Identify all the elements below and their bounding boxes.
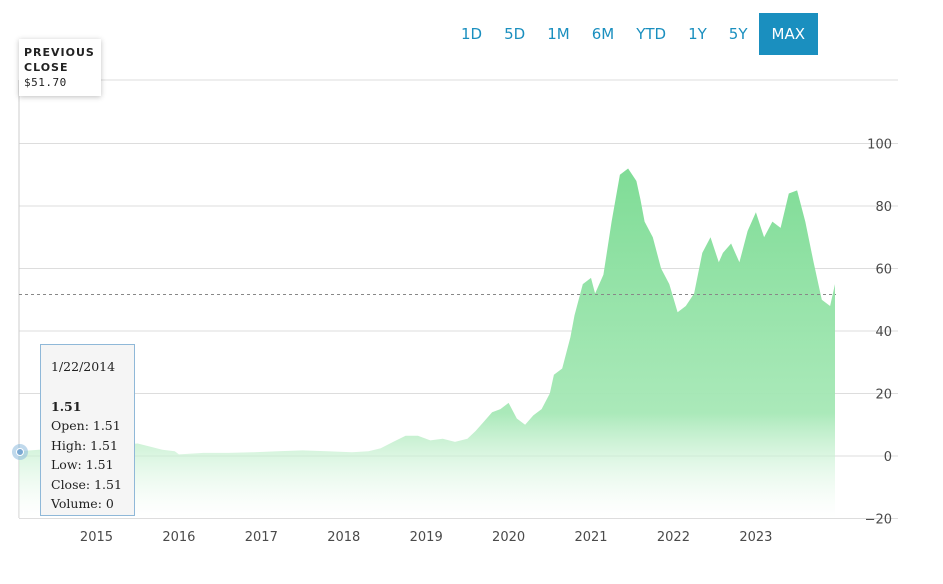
chart-area-layer [19,168,835,518]
x-tick-label: 2020 [492,530,525,545]
y-tick-label: 40 [875,325,892,340]
x-tick-label: 2017 [245,530,278,545]
range-button-6m[interactable]: 6M [591,25,615,43]
x-tick-label: 2021 [574,530,607,545]
y-tick-label: 80 [875,200,892,215]
tooltip-date: 1/22/2014 [51,359,116,374]
tooltip-close: Close: 1.51 [51,476,122,492]
price-area-series [19,168,835,518]
time-range-selector: 1D 5D 1M 6M YTD 1Y 5Y MAX [450,13,818,55]
previous-close-title-1: PREVIOUS [24,46,95,59]
range-button-max[interactable]: MAX [758,13,818,55]
range-button-1y[interactable]: 1Y [688,25,707,43]
range-button-5y[interactable]: 5Y [728,25,748,43]
previous-close-value: $51.70 [24,76,67,89]
y-tick-label: 20 [875,388,892,403]
range-button-1d[interactable]: 1D [461,25,483,43]
tooltip-low: Low: 1.51 [51,457,114,472]
y-tick-label: −20 [865,513,892,528]
x-tick-label: 2016 [162,530,195,545]
range-button-1m[interactable]: 1M [547,25,570,43]
x-tick-label: 2019 [410,530,443,545]
y-tick-label: 0 [884,450,892,465]
x-tick-label: 2023 [739,530,772,545]
x-tick-label: 2018 [327,530,360,545]
x-tick-label: 2015 [80,530,113,545]
tooltip-volume: Volume: 0 [51,496,114,511]
hover-marker-center [16,448,24,456]
tooltip-high: High: 1.51 [51,437,118,453]
x-tick-label: 2022 [657,530,690,545]
y-tick-label: 60 [875,263,892,278]
previous-close-title-2: CLOSE [24,61,69,74]
range-button-5d[interactable]: 5D [504,25,526,43]
y-tick-label: 100 [867,138,892,153]
x-axis-ticks: 2015 2016 2017 2018 2019 2020 2021 2022 2023 [80,530,772,545]
range-button-ytd[interactable]: YTD [636,25,667,43]
tooltip-open: Open: 1.51 [51,418,121,433]
data-tooltip: 1/22/2014 1.51 Open: 1.51 High: 1.51 Low… [40,344,135,516]
hover-marker [12,444,28,460]
y-axis-ticks: 100 80 60 40 20 0 −20 [865,138,892,528]
previous-close-label: PREVIOUS CLOSE $51.70 [19,39,101,96]
tooltip-price: 1.51 [51,398,82,414]
